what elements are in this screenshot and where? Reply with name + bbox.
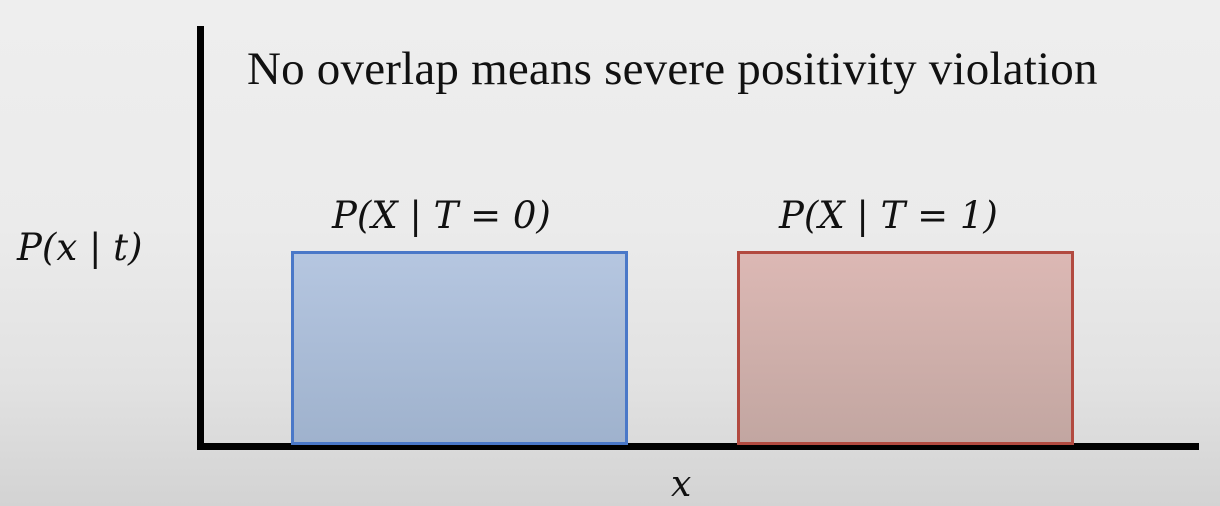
x-axis-line	[197, 443, 1199, 450]
distribution-box-t1	[737, 251, 1074, 445]
distribution-label-t1: P(X | T = 1)	[779, 194, 998, 237]
x-axis-label: x	[671, 464, 692, 505]
y-axis-label: P(x | t)	[17, 226, 143, 269]
distribution-box-t0	[291, 251, 628, 445]
y-axis-line	[197, 26, 204, 450]
distribution-label-t0: P(X | T = 0)	[332, 194, 551, 237]
diagram-title: No overlap means severe positivity viola…	[247, 43, 1098, 95]
